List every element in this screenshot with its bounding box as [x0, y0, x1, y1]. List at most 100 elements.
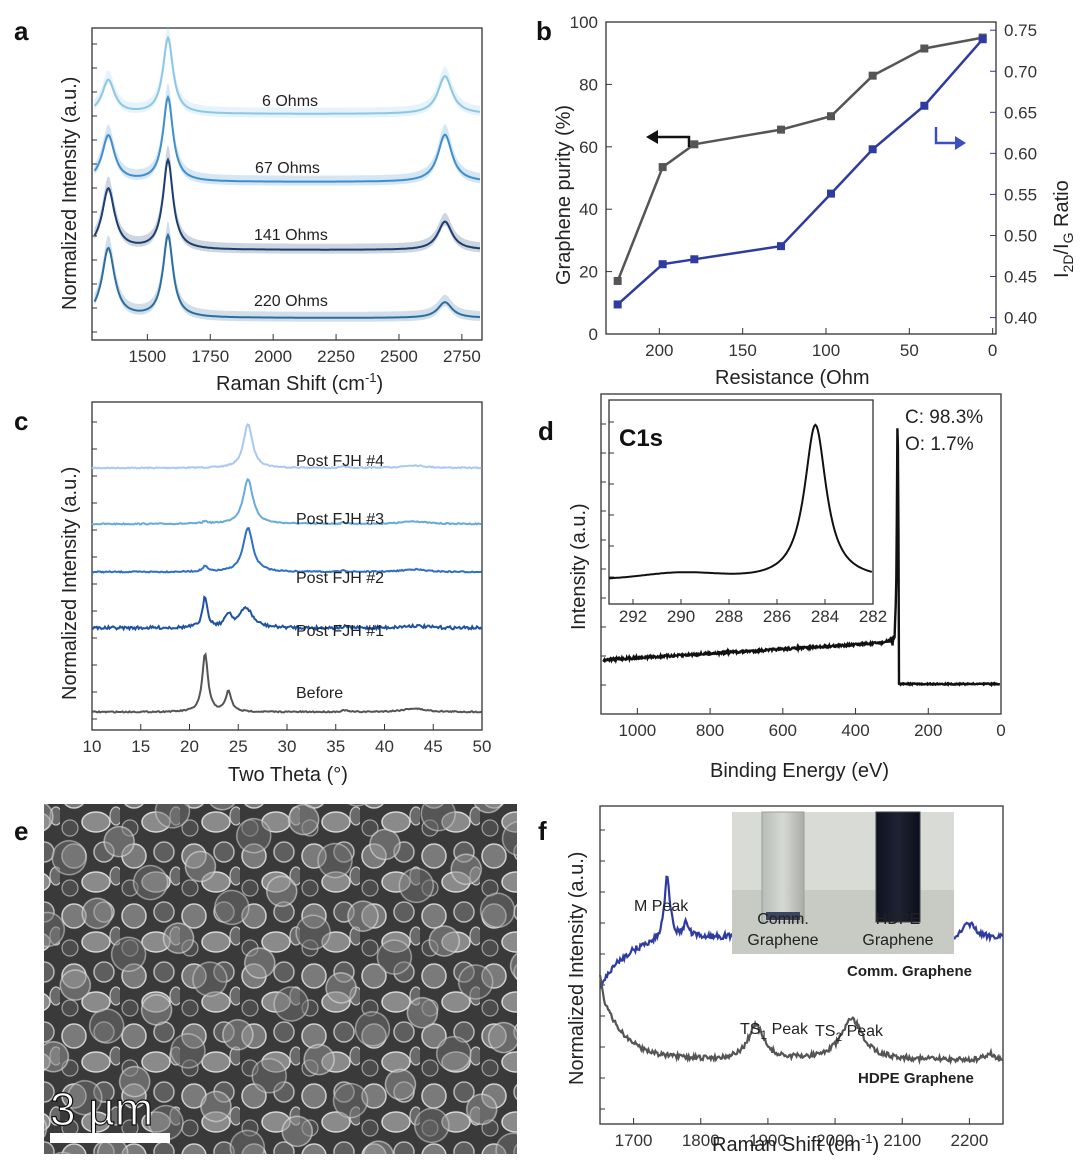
panel-b-right-axis-title: I2D/IG Ratio [1051, 180, 1076, 278]
panel-f: f 1700 1800 1900 2000 2100 2200 Comm. Graphen… [538, 805, 1004, 1156]
panel-a-y-ticks [92, 43, 97, 333]
f-x-tick-label: 2000 [816, 1131, 854, 1150]
ts1-peak-label-main: TS [740, 1021, 760, 1038]
panel-c-plot-frame [91, 401, 483, 731]
b-x-tick-label: 200 [645, 341, 673, 360]
inset-x-tick-label: 292 [619, 607, 647, 626]
curve-label-141-ohms: 141 Ohms [254, 227, 328, 244]
right-axis-title-slash-i: /I [1051, 243, 1073, 254]
data-point [777, 125, 785, 134]
panel-b-plot-frame [605, 21, 997, 335]
spectrum-line [93, 157, 480, 251]
c-x-tick-label: 35 [326, 737, 345, 756]
b-y2-tick-label: 0.55 [1004, 185, 1037, 204]
b-y-tick-label: 40 [579, 200, 598, 219]
panel-b-x-axis-title: Resistance (Ohm [715, 367, 870, 389]
panel-d-y-axis-title: Intensity (a.u.) [568, 503, 590, 630]
panel-d-x-axis-title: Binding Energy (eV) [710, 760, 889, 782]
panel-letter-d: d [538, 416, 554, 446]
hdpe-graphene-spectrum [598, 974, 1004, 1066]
data-point [868, 145, 877, 154]
c-x-tick-label: 20 [180, 737, 199, 756]
data-point [658, 260, 667, 269]
c-x-tick-label: 50 [473, 737, 492, 756]
d-x-tick-label: 1000 [618, 721, 656, 740]
comm-graphene-vial [761, 811, 805, 923]
vial-left-label-line2: Graphene [747, 932, 818, 949]
b-y2-tick-label: 0.65 [1004, 103, 1037, 122]
c1s-inset-frame [608, 399, 874, 605]
data-point [777, 242, 785, 251]
ts2-peak-label-tail: Peak [842, 1023, 884, 1040]
vial-right-label-line1: HDPE [876, 911, 920, 928]
inset-x-tick-label: 288 [715, 607, 743, 626]
panel-d: d 1000 800 600 400 200 0 292 290 288 286 284 282 C… [538, 393, 1006, 782]
xps-survey-line [602, 428, 1001, 688]
b-x-tick-label: 50 [900, 341, 919, 360]
panel-a-x-ticks: 1500 1750 2000 2250 2500 2750 [128, 334, 481, 366]
panel-f-ticks: 1700 1800 1900 2000 2100 2200 [600, 829, 989, 1150]
curve-label-6-ohms: 6 Ohms [262, 93, 318, 110]
b-y2-tick-label: 0.50 [1004, 226, 1037, 245]
curve-label-post-fjh-4: Post FJH #4 [296, 453, 384, 470]
curve-label-67-ohms: 67 Ohms [255, 160, 320, 177]
scale-bar-label: 3 µm [50, 1083, 153, 1135]
panel-letter-b: b [536, 16, 552, 46]
c-x-tick-label: 10 [83, 737, 102, 756]
vial-photo-inset: Comm. Graphene HDPE Graphene [732, 811, 954, 954]
a-x-tick-label: 1750 [191, 347, 229, 366]
c-x-tick-label: 40 [375, 737, 394, 756]
b-y2-tick-label: 0.70 [1004, 62, 1037, 81]
f-x-tick-label: 1800 [682, 1131, 720, 1150]
vial-right-label-line2: Graphene [862, 932, 933, 949]
panel-c-curves [91, 423, 483, 714]
d-x-tick-label: 200 [914, 721, 942, 740]
ts1-peak-label: TS1 Peak [740, 1021, 809, 1042]
ts1-peak-label-sub: 1 [760, 1028, 767, 1042]
panel-d-survey-spectrum [602, 428, 1001, 688]
d-x-tick-label: 600 [769, 721, 797, 740]
b-y2-tick-label: 0.75 [1004, 21, 1037, 40]
data-point [868, 71, 877, 80]
panel-a-x-axis-title-end: ) [377, 373, 384, 395]
hdpe-graphene-label: HDPE Graphene [858, 1070, 974, 1087]
panel-a-plot-frame [91, 27, 483, 341]
oxygen-percent-label: O: 1.7% [905, 434, 974, 455]
b-y-tick-label: 20 [579, 263, 598, 282]
panel-letter-c: c [14, 406, 28, 436]
right-axis-title-i: I [1051, 272, 1073, 278]
b-y-tick-label: 100 [570, 13, 598, 32]
data-point [690, 255, 699, 264]
b-y2-tick-label: 0.40 [1004, 309, 1037, 328]
f-x-tick-label: 1900 [749, 1131, 787, 1150]
f-x-tick-label: 2100 [883, 1131, 921, 1150]
panel-a: a 1500 1750 2000 2250 2500 2750 6 Ohms 67 Ohm… [14, 16, 483, 395]
inset-x-tick-label: 286 [763, 607, 791, 626]
panel-c-x-axis-title: Two Theta (°) [228, 764, 348, 786]
data-point [690, 140, 699, 149]
d-x-tick-label: 0 [996, 721, 1005, 740]
curve-label-post-fjh-1: Post FJH #1 [296, 623, 384, 640]
b-y-tick-label: 60 [579, 138, 598, 157]
sem-image-overlay [44, 804, 517, 1154]
xrd-pattern-line [91, 527, 482, 574]
spectrum-line [93, 232, 481, 319]
xrd-pattern-line [91, 595, 483, 632]
inset-x-tick-label: 284 [811, 607, 839, 626]
data-point [613, 276, 622, 285]
ts2-peak-label: TS2 Peak [815, 1023, 884, 1044]
panel-f-x-axis-title: Raman Shift (cm-1) [712, 1131, 879, 1156]
panel-c-y-axis-title: Normalized Intensity (a.u.) [59, 467, 81, 700]
f-x-tick-label: 2200 [951, 1131, 989, 1150]
b-x-tick-label: 150 [728, 341, 756, 360]
panel-f-x-axis-title-sup: -1 [861, 1131, 873, 1146]
a-x-tick-label: 2750 [443, 347, 481, 366]
data-point [920, 101, 929, 110]
data-point [613, 300, 622, 309]
panel-a-x-axis-title-main: Raman Shift (cm [216, 373, 365, 395]
c-x-tick-label: 30 [278, 737, 297, 756]
xrd-pattern-line [91, 477, 482, 526]
panel-letter-e: e [14, 816, 28, 846]
spectrum-line [93, 35, 481, 115]
